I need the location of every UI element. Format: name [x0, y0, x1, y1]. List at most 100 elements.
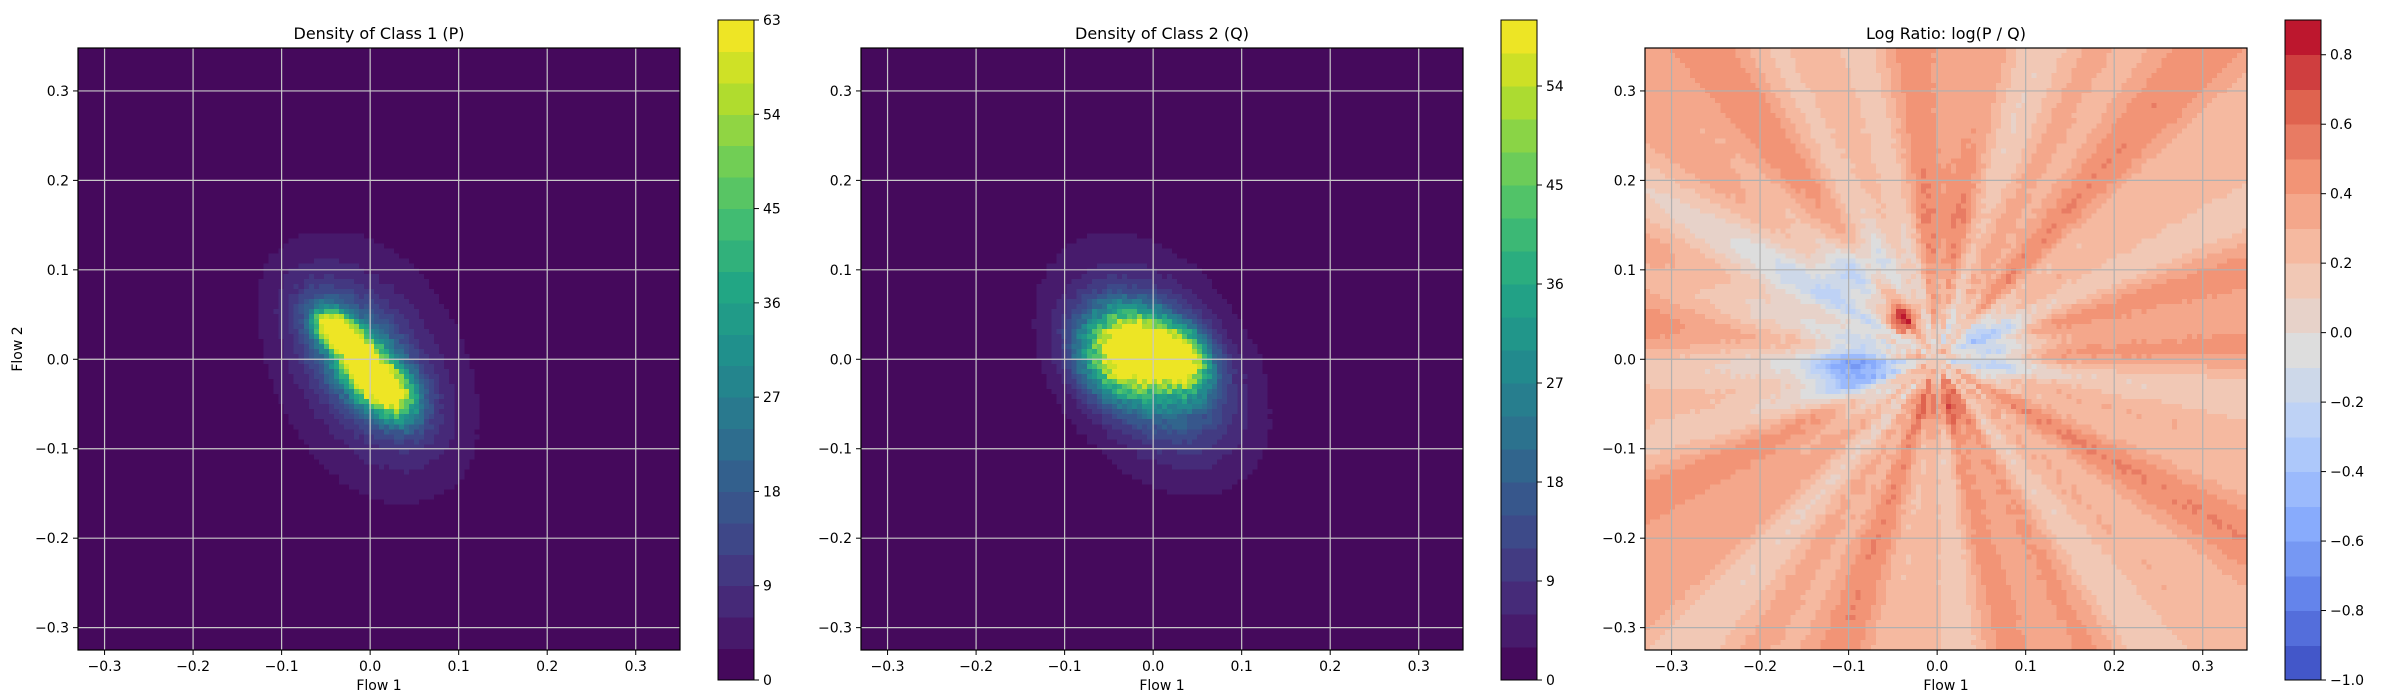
colorbar-level — [2285, 506, 2321, 541]
colorbar-level — [718, 649, 754, 681]
colorbar-level — [718, 177, 754, 209]
x-tick-label: 0.1 — [448, 659, 470, 675]
colorbar-level — [1501, 515, 1537, 549]
colorbar-level — [718, 20, 754, 52]
colorbar-level — [2285, 55, 2321, 90]
colorbar-tick-label: 54 — [763, 107, 781, 123]
y-tick-label: −0.3 — [818, 621, 852, 637]
colorbar-level — [1501, 581, 1537, 615]
x-tick-label: −0.1 — [265, 659, 299, 675]
colorbar-tick-label: −0.4 — [2330, 465, 2364, 481]
x-tick-label: −0.3 — [1655, 659, 1689, 675]
x-tick-label: 0.1 — [1231, 659, 1253, 675]
y-tick-label: 0.3 — [830, 84, 852, 100]
colorbar-level — [718, 491, 754, 523]
x-tick-label: −0.2 — [959, 659, 993, 675]
y-tick-label: −0.1 — [1602, 442, 1636, 458]
y-tick-label: 0.3 — [47, 84, 69, 100]
y-tick-label: −0.2 — [35, 531, 69, 547]
colorbar-level — [2285, 263, 2321, 298]
y-tick-label: 0.1 — [1614, 263, 1636, 279]
colorbar-level — [1501, 86, 1537, 120]
colorbar-level — [718, 146, 754, 178]
x-tick-label: 0.1 — [2015, 659, 2037, 675]
colorbar-level — [2285, 541, 2321, 576]
colorbar-tick-label: 0.6 — [2330, 117, 2352, 133]
y-tick-label: −0.1 — [818, 442, 852, 458]
x-tick-label: 0.2 — [2103, 659, 2125, 675]
x-tick-label: 0.0 — [1926, 659, 1948, 675]
y-tick-label: 0.2 — [47, 173, 69, 189]
chart-title: Density of Class 1 (P) — [294, 24, 465, 43]
colorbar-level — [2285, 472, 2321, 507]
chart-title: Log Ratio: log(P / Q) — [1866, 24, 2026, 43]
colorbar-level — [1501, 119, 1537, 153]
colorbar-level — [1501, 20, 1537, 54]
y-axis-label: Flow 2 — [10, 326, 26, 371]
colorbar-level — [1501, 647, 1537, 681]
colorbar-level — [718, 366, 754, 398]
colorbar-level — [1501, 284, 1537, 318]
colorbar-level — [1501, 317, 1537, 351]
colorbar-tick-label: 54 — [1546, 79, 1564, 95]
density-field — [1645, 48, 2248, 651]
colorbar-level — [1501, 152, 1537, 186]
y-tick-label: 0.1 — [830, 263, 852, 279]
colorbar-tick-label: 45 — [763, 202, 781, 218]
colorbar-tick-label: −1.0 — [2330, 673, 2364, 689]
colorbar-level — [2285, 437, 2321, 472]
colorbar-tick-label: 36 — [1546, 277, 1564, 293]
colorbar-level — [1501, 350, 1537, 384]
colorbar-tick-label: 18 — [1546, 475, 1564, 491]
colorbar-level — [2285, 645, 2321, 680]
x-tick-label: −0.2 — [176, 659, 210, 675]
x-tick-label: 0.2 — [1319, 659, 1341, 675]
x-tick-label: 0.0 — [359, 659, 381, 675]
colorbar-tick-label: 9 — [1546, 574, 1555, 590]
colorbar-level — [718, 617, 754, 649]
colorbar: −1.0−0.8−0.6−0.4−0.20.00.20.40.60.8 — [2285, 20, 2364, 689]
colorbar-level — [718, 51, 754, 83]
colorbar-tick-label: −0.2 — [2330, 395, 2364, 411]
colorbar-tick-label: 36 — [763, 296, 781, 312]
colorbar-level — [2285, 124, 2321, 159]
y-tick-label: −0.2 — [1602, 531, 1636, 547]
colorbar-level — [718, 397, 754, 429]
colorbar-tick-label: 27 — [763, 390, 781, 406]
colorbar-tick-label: 0 — [1546, 673, 1555, 689]
y-tick-label: 0.1 — [47, 263, 69, 279]
colorbar-level — [1501, 218, 1537, 252]
colorbar-level — [718, 83, 754, 115]
colorbar-tick-label: −0.8 — [2330, 604, 2364, 620]
colorbar-tick-label: 9 — [763, 579, 772, 595]
colorbar-level — [1501, 383, 1537, 417]
colorbar-level — [718, 114, 754, 146]
colorbar-level — [1501, 416, 1537, 450]
colorbar-level — [2285, 367, 2321, 402]
panel-2: −0.3 −0.2 −0.1 0.0 0.1 0.2 0.3−0.3−0.2−0.10.00… — [818, 20, 1564, 694]
colorbar-level — [1501, 53, 1537, 87]
colorbar-level — [2285, 333, 2321, 368]
panel-3: −0.3 −0.2 −0.1 0.0 0.1 0.2 0.3−0.3−0.2−0.10.00… — [1602, 20, 2364, 694]
colorbar-level — [1501, 548, 1537, 582]
x-axis-label: Flow 1 — [356, 678, 401, 694]
colorbar-level — [718, 460, 754, 492]
colorbar-level — [718, 334, 754, 366]
y-tick-label: 0.2 — [830, 173, 852, 189]
colorbar-level — [2285, 402, 2321, 437]
chart-title: Density of Class 2 (Q) — [1075, 24, 1249, 43]
x-axis-label: Flow 1 — [1139, 678, 1184, 694]
colorbar-level — [718, 209, 754, 241]
x-tick-label: 0.0 — [1142, 659, 1164, 675]
y-tick-label: −0.3 — [35, 621, 69, 637]
x-tick-label: 0.2 — [536, 659, 558, 675]
x-tick-label: −0.3 — [871, 659, 905, 675]
colorbar-level — [2285, 194, 2321, 229]
density-field — [78, 48, 681, 651]
colorbar-level — [718, 240, 754, 272]
x-axis-label: Flow 1 — [1923, 678, 1968, 694]
colorbar-level — [718, 429, 754, 461]
